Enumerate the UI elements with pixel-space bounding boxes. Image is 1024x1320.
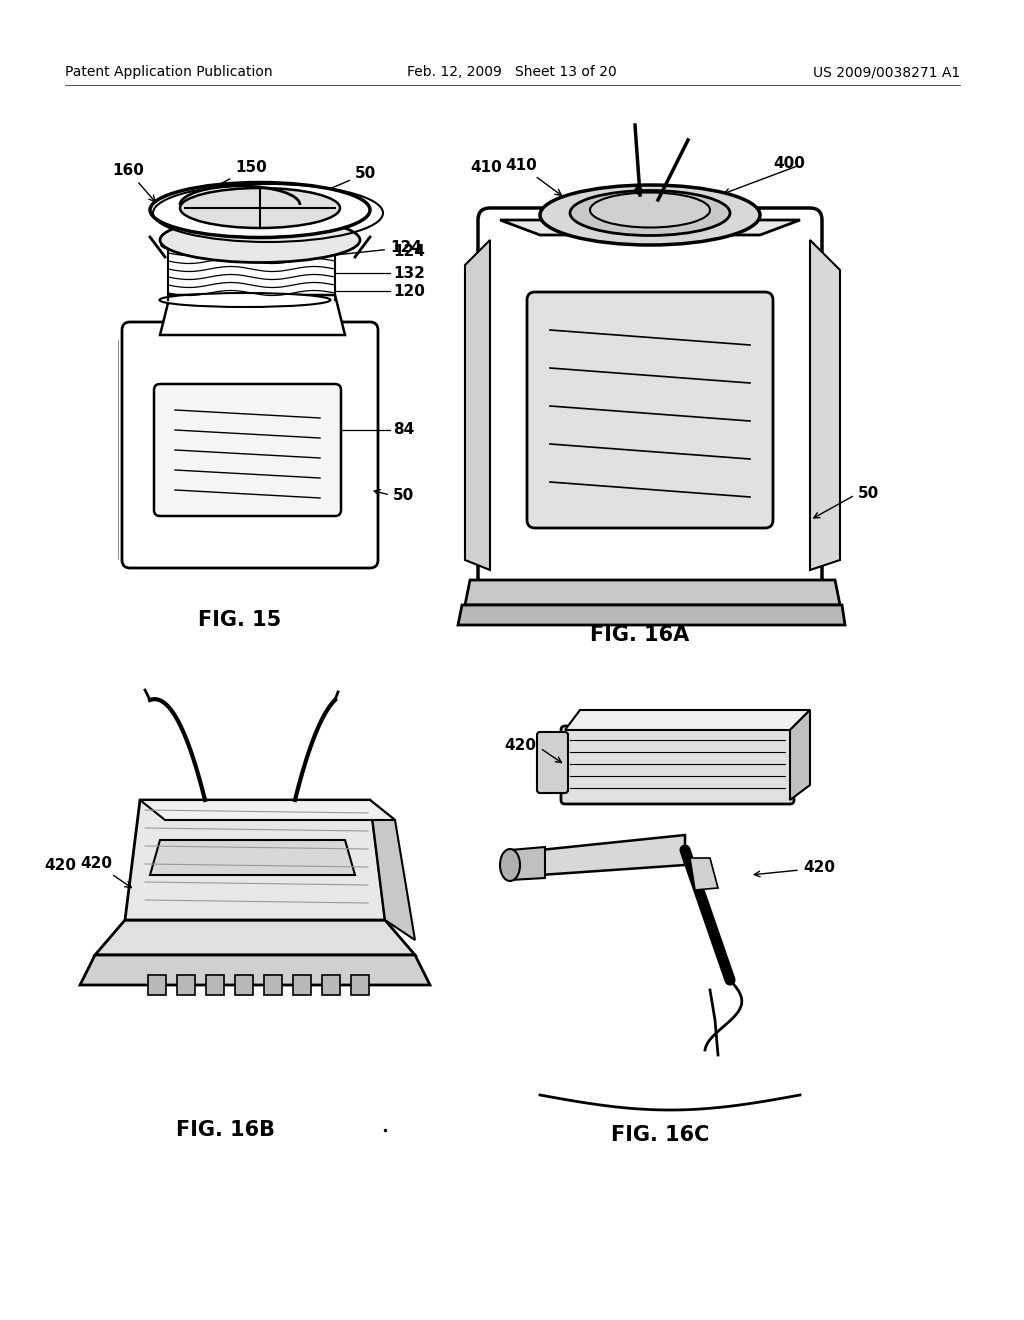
Polygon shape [160,294,345,335]
Polygon shape [465,240,490,570]
Ellipse shape [540,185,760,246]
Text: FIG. 15: FIG. 15 [199,610,282,630]
Text: 410: 410 [505,158,561,195]
Polygon shape [234,975,253,995]
Polygon shape [95,920,415,954]
Ellipse shape [150,182,370,238]
Text: 50: 50 [393,487,415,503]
Text: Patent Application Publication: Patent Application Publication [65,65,272,79]
Polygon shape [565,710,810,730]
Ellipse shape [500,849,520,880]
Text: 120: 120 [393,284,425,298]
Polygon shape [510,847,545,880]
Polygon shape [540,836,685,875]
Ellipse shape [570,190,730,235]
Polygon shape [690,858,718,890]
FancyBboxPatch shape [122,322,378,568]
Text: 420: 420 [504,738,536,754]
Polygon shape [810,240,840,570]
Text: 160: 160 [112,162,156,202]
Text: 132: 132 [393,265,425,281]
Polygon shape [264,975,282,995]
Text: 124: 124 [393,244,425,260]
FancyBboxPatch shape [527,292,773,528]
Polygon shape [206,975,224,995]
Text: 420: 420 [803,861,835,875]
Ellipse shape [162,236,329,253]
Polygon shape [177,975,195,995]
Text: 420: 420 [80,855,131,887]
Ellipse shape [160,218,360,263]
Polygon shape [293,975,311,995]
Text: 124: 124 [338,240,422,255]
Ellipse shape [590,193,710,227]
Text: FIG. 16B: FIG. 16B [175,1119,274,1140]
FancyBboxPatch shape [478,209,822,591]
Polygon shape [150,840,355,875]
Polygon shape [500,220,800,235]
Text: 50: 50 [858,486,880,500]
FancyBboxPatch shape [561,726,794,804]
Text: 400: 400 [773,156,805,170]
Text: 50: 50 [289,166,376,207]
Polygon shape [370,800,415,940]
Text: 420: 420 [44,858,76,874]
Polygon shape [140,800,395,820]
Text: US 2009/0038271 A1: US 2009/0038271 A1 [813,65,961,79]
Polygon shape [80,954,430,985]
Polygon shape [148,975,166,995]
Ellipse shape [180,187,340,228]
Polygon shape [790,710,810,800]
Text: 150: 150 [204,160,266,193]
Polygon shape [458,605,845,624]
Text: 410: 410 [470,161,502,176]
Text: 84: 84 [393,422,415,437]
FancyBboxPatch shape [154,384,341,516]
Polygon shape [322,975,340,995]
Text: FIG. 16A: FIG. 16A [591,624,689,645]
Ellipse shape [160,293,331,308]
Text: Feb. 12, 2009   Sheet 13 of 20: Feb. 12, 2009 Sheet 13 of 20 [408,65,616,79]
FancyBboxPatch shape [537,733,568,793]
Polygon shape [351,975,369,995]
Polygon shape [465,579,840,605]
Text: FIG. 16C: FIG. 16C [610,1125,710,1144]
Polygon shape [125,800,385,920]
